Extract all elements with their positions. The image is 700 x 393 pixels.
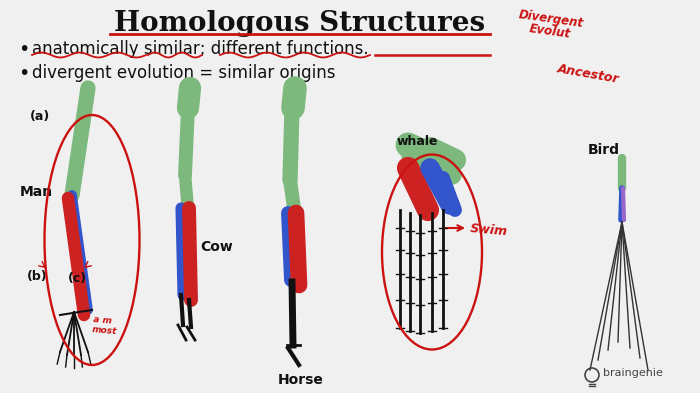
Text: anatomically similar; different functions.: anatomically similar; different function… <box>32 40 369 58</box>
Text: Swim: Swim <box>470 222 509 238</box>
Text: Evolut: Evolut <box>528 22 571 41</box>
Text: (c): (c) <box>68 272 87 285</box>
Text: a m
most: a m most <box>92 315 119 336</box>
Text: Ancestor: Ancestor <box>556 62 620 86</box>
Text: (a): (a) <box>30 110 50 123</box>
Text: Homologous Structures: Homologous Structures <box>114 10 486 37</box>
Text: (b): (b) <box>27 270 48 283</box>
Text: •: • <box>18 64 29 83</box>
Text: Cow: Cow <box>200 240 232 254</box>
Text: •: • <box>18 40 29 59</box>
Text: braingenie: braingenie <box>603 368 663 378</box>
Text: Bird: Bird <box>588 143 620 157</box>
Text: Man: Man <box>20 185 53 199</box>
Text: divergent evolution = similar origins: divergent evolution = similar origins <box>32 64 335 82</box>
Text: whale: whale <box>397 135 438 148</box>
Text: Horse: Horse <box>278 373 324 387</box>
Text: Divergent: Divergent <box>518 8 584 30</box>
